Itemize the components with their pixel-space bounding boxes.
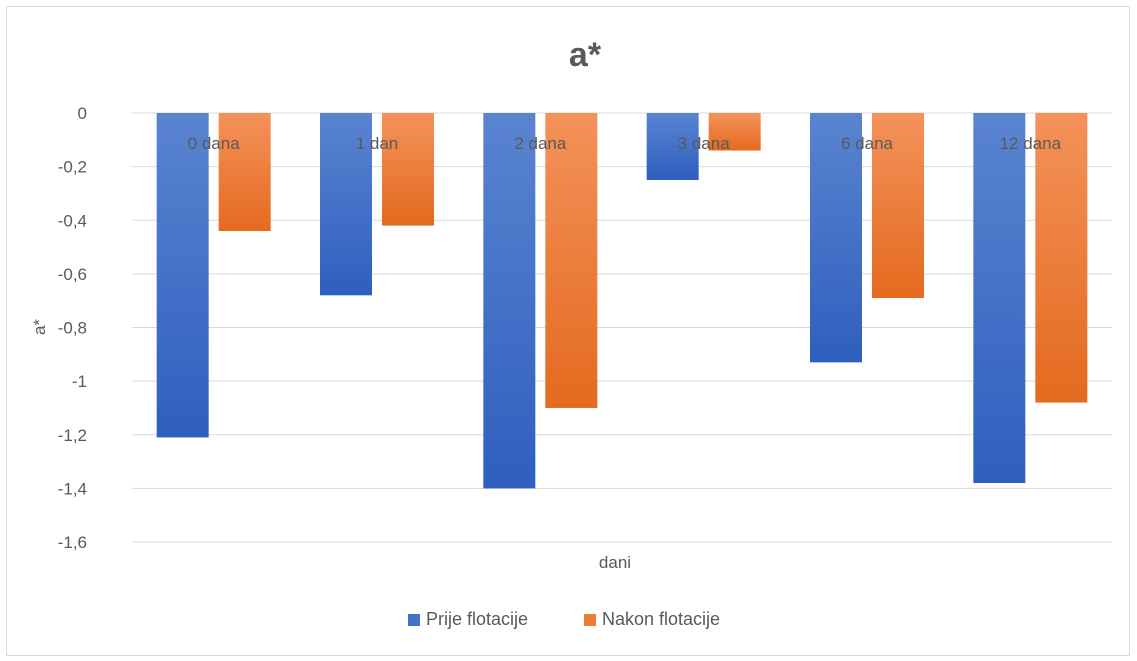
- category-label: 3 dana: [678, 134, 731, 153]
- bar-nakon-3: [708, 113, 761, 151]
- y-tick-label: -1,4: [58, 479, 87, 498]
- bar-nakon-0: [218, 113, 271, 231]
- y-tick-label: -1,2: [58, 426, 87, 445]
- legend-swatch: [408, 614, 420, 626]
- category-label: 12 dana: [1000, 134, 1062, 153]
- bar-prije-1: [320, 113, 372, 296]
- category-label: 6 dana: [841, 134, 894, 153]
- legend-swatch: [584, 614, 596, 626]
- bar-prije-0: [156, 113, 209, 438]
- chart-frame: a* a* 0 -0,2 -0,4 -0,6 -0,8 -1 -1,2 -1,4 -1,6 0 …: [6, 6, 1130, 656]
- chart-canvas: a* a* 0 -0,2 -0,4 -0,6 -0,8 -1 -1,2 -1,4 -1,6 0 …: [30, 36, 1112, 629]
- category-label: 2 dana: [514, 134, 567, 153]
- y-tick-label: -0,6: [58, 265, 87, 284]
- y-tick-label: -0,2: [58, 158, 87, 177]
- bar-nakon-1: [382, 113, 434, 226]
- x-axis-label: dani: [599, 553, 631, 572]
- bar-nakon-5: [1035, 113, 1088, 403]
- category-label: 1 dan: [356, 134, 399, 153]
- bar-prije-3: [646, 113, 699, 181]
- y-axis-label: a*: [30, 319, 49, 335]
- bar-nakon-4: [872, 113, 924, 299]
- bar-prije-5: [973, 113, 1026, 484]
- chart-title: a*: [569, 36, 602, 74]
- y-tick-label: -1,6: [58, 533, 87, 552]
- category-label: 0 dana: [188, 134, 241, 153]
- y-tick-label: -0,4: [58, 211, 87, 230]
- y-tick-label: -1: [72, 372, 87, 391]
- y-tick-label: -0,8: [58, 319, 87, 338]
- legend-label: Prije flotacije: [426, 609, 528, 629]
- bar-nakon-2: [545, 113, 598, 408]
- bar-prije-4: [810, 113, 862, 363]
- y-tick-label: 0: [78, 104, 87, 123]
- bar-prije-2: [483, 113, 536, 489]
- legend-label: Nakon flotacije: [602, 609, 720, 629]
